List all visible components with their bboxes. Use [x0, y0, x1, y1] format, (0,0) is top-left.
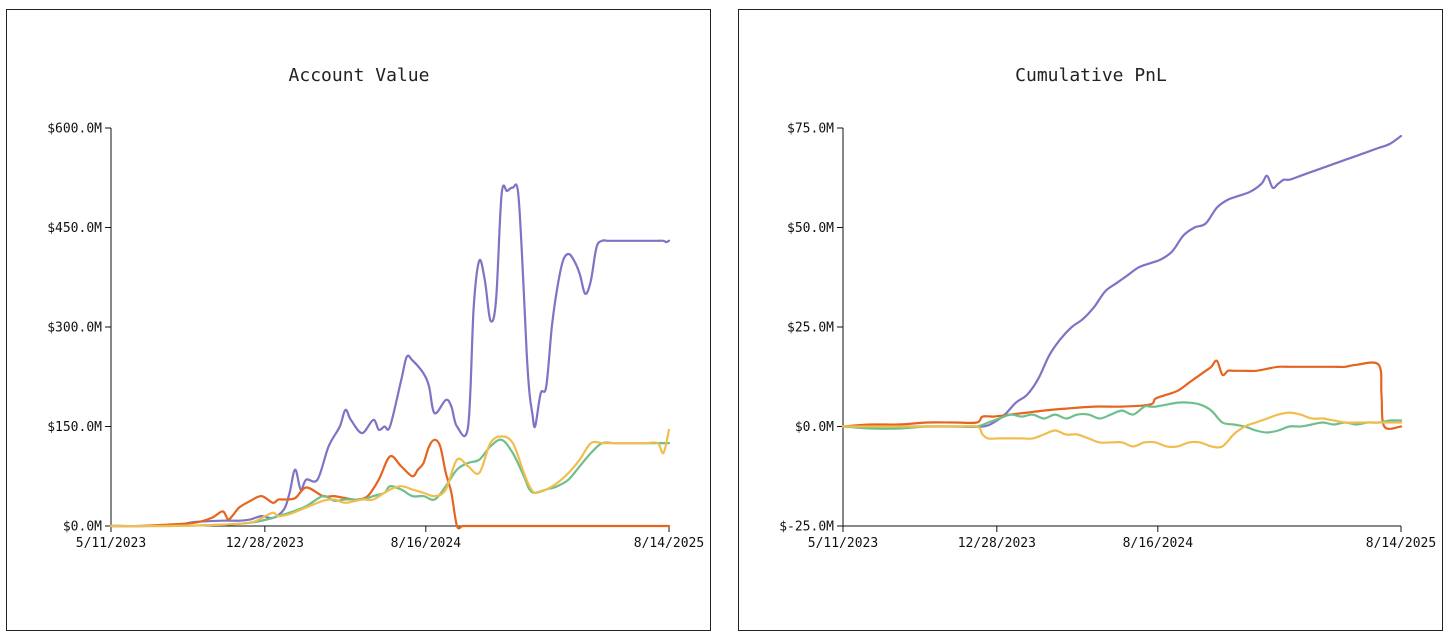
cumulative-pnl-panel: Cumulative PnL $-25.0M $0.0M $25.0M $50.0M $… [738, 9, 1443, 631]
account-value-chart: Account Value $0.0M $150.0M $300.0M $450.0M… [47, 65, 704, 552]
chart-title: Account Value [289, 65, 430, 86]
y-tick-label: $150.0M [47, 420, 102, 435]
chart-plot-area: $0.0M $150.0M $300.0M $450.0M $600.0M 5/11/20… [47, 122, 704, 552]
series-line-orange [109, 438, 671, 530]
x-tick-label: 8/16/2024 [391, 536, 462, 551]
y-tick-label: $600.0M [47, 122, 102, 137]
y-tick-label: $0.0M [63, 520, 102, 535]
y-tick-label: $450.0M [47, 221, 102, 236]
cumulative-pnl-chart: Cumulative PnL $-25.0M$0.0M$25.0M$50.0M$… [779, 65, 1436, 552]
y-tick-label: $50.0M [787, 221, 834, 236]
y-tick-label: $300.0M [47, 321, 102, 336]
chart-title: Cumulative PnL [1015, 65, 1167, 86]
series-line-purple [109, 183, 671, 528]
x-tick-label: 12/28/2023 [226, 536, 304, 551]
x-tick-label: 8/14/2025 [634, 536, 704, 551]
y-tick-label: $-25.0M [779, 520, 834, 535]
series-line-orange [841, 359, 1403, 430]
chart-plot-area: $-25.0M $0.0M $25.0M $50.0M $75.0M 5/11/2023 1… [779, 122, 1436, 552]
x-tick-label: 12/28/2023 [958, 536, 1036, 551]
series-line-yellow [109, 428, 671, 528]
series-line-green [841, 401, 1403, 434]
series-line-yellow [841, 411, 1403, 449]
x-tick-label: 8/16/2024 [1123, 536, 1194, 551]
x-tick-label: 5/11/2023 [808, 536, 878, 551]
account-value-panel: Account Value $0.0M $150.0M $300.0M $450.0M… [6, 9, 711, 631]
x-tick-label: 8/14/2025 [1366, 536, 1436, 551]
series-line-purple [841, 134, 1403, 428]
y-tick-label: $25.0M [787, 321, 834, 336]
y-tick-label: $0.0M [795, 420, 834, 435]
y-tick-label: $75.0M [787, 122, 834, 137]
x-tick-label: 5/11/2023 [76, 536, 146, 551]
